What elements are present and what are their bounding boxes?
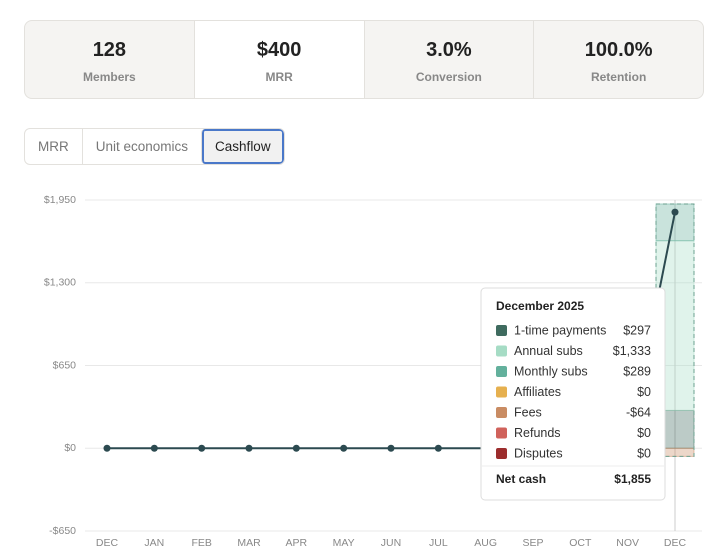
x-tick-label: JUL	[429, 537, 448, 549]
legend-swatch	[496, 325, 507, 336]
net-value: $1,855	[614, 472, 651, 486]
tooltip: December 2025 1-time payments $297 Annual s…	[480, 287, 666, 501]
y-tick-label: $0	[64, 442, 76, 454]
stat-value: 128	[92, 39, 127, 61]
point	[340, 444, 348, 452]
tooltip-box	[480, 287, 666, 501]
stat-label: Retention	[590, 70, 647, 84]
x-tick-label: DEC	[96, 537, 119, 549]
point	[245, 444, 253, 452]
y-tick-label: -$650	[49, 525, 76, 537]
tab[interactable]: Cashflow	[201, 129, 284, 164]
stat[interactable]: $400 MRR	[193, 21, 364, 98]
x-tick-label: MAY	[333, 537, 355, 549]
tooltip-value: $0	[637, 426, 651, 440]
x-tick-label: SEP	[522, 537, 543, 549]
point	[150, 444, 158, 452]
stat-label: MRR	[265, 70, 293, 84]
x-tick-label: FEB	[191, 537, 211, 549]
legend-swatch	[496, 345, 507, 357]
stat[interactable]: 128 Members	[25, 21, 194, 98]
tooltip-value: $0	[637, 385, 651, 399]
stats-card: 128 Members $400 MRR 3.0% Conversion 100.0% Ret…	[24, 20, 704, 99]
legend-label: Affiliates	[514, 385, 561, 399]
tooltip-value: $0	[637, 446, 651, 460]
tooltip-value: $289	[623, 364, 651, 378]
tab[interactable]: Unit economics	[81, 129, 201, 164]
y-tick-label: $1,300	[44, 277, 76, 289]
legend-label: 1-time payments	[514, 323, 606, 337]
point	[434, 444, 442, 452]
y-tick-label: $650	[53, 359, 77, 371]
point	[103, 444, 111, 452]
legend-swatch	[496, 407, 507, 418]
stat-value: 100.0%	[584, 39, 653, 61]
y-tick-label: $1,950	[44, 194, 76, 206]
x-tick-label: JAN	[144, 537, 164, 549]
tabs: MRR Unit economics Cashflow	[24, 128, 285, 165]
legend-label: Refunds	[514, 426, 561, 440]
x-tick-label: JUN	[381, 537, 401, 549]
legend-label: Annual subs	[514, 344, 583, 358]
tooltip-value: $297	[623, 323, 651, 337]
tooltip-value: -$64	[626, 405, 651, 419]
x-tick-label: NOV	[616, 537, 639, 549]
legend-swatch	[496, 366, 507, 377]
x-tick-label: OCT	[569, 537, 592, 549]
point	[198, 444, 206, 452]
legend-label: Monthly subs	[514, 364, 588, 378]
stat[interactable]: 100.0% Retention	[533, 21, 703, 98]
stat-label: Members	[83, 70, 136, 84]
x-tick-label: APR	[286, 537, 308, 549]
tab[interactable]: MRR	[38, 139, 69, 154]
tooltip-value: $1,333	[613, 344, 651, 358]
stat-value: $400	[256, 39, 302, 61]
point	[387, 444, 395, 452]
x-tick-label: DEC	[664, 537, 687, 549]
point	[671, 208, 679, 216]
legend-label: Disputes	[514, 446, 563, 460]
bar-outline	[655, 203, 695, 457]
legend-label: Fees	[514, 405, 542, 419]
legend-swatch	[496, 448, 507, 459]
stat[interactable]: 3.0% Conversion	[363, 21, 534, 98]
x-tick-label: MAR	[237, 537, 261, 549]
stat-value: 3.0%	[426, 39, 472, 61]
stat-label: Conversion	[415, 70, 482, 84]
tooltip-title: December 2025	[496, 299, 584, 313]
net-label: Net cash	[496, 472, 546, 486]
legend-swatch	[496, 386, 507, 398]
x-tick-label: AUG	[474, 537, 497, 549]
legend-swatch	[496, 427, 507, 439]
point	[292, 444, 300, 452]
